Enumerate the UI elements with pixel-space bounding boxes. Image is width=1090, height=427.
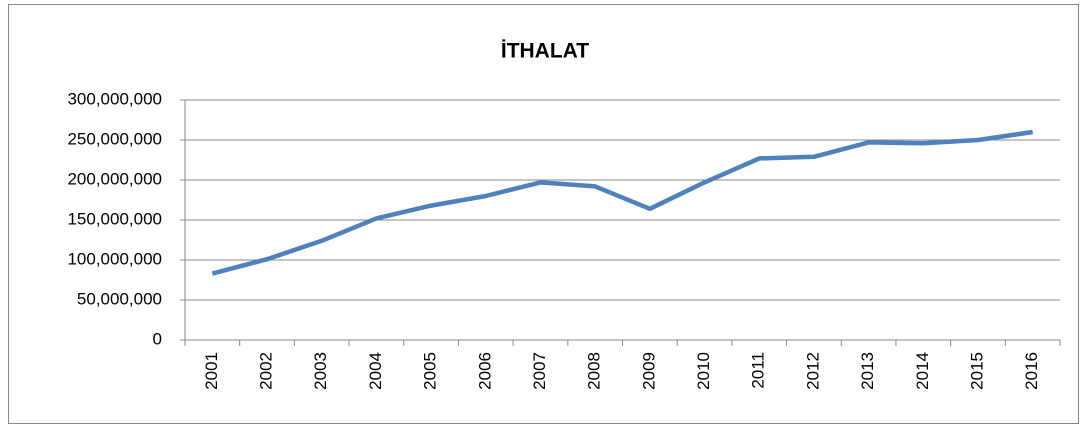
- x-tick-label: 2012: [803, 352, 822, 390]
- x-tick-label: 2013: [858, 352, 877, 390]
- x-tick-label: 2009: [639, 352, 658, 390]
- y-tick-label: 150,000,000: [67, 209, 162, 228]
- y-tick-label: 50,000,000: [77, 289, 162, 308]
- chart-frame: [8, 4, 1079, 424]
- x-tick-label: 2003: [311, 352, 330, 390]
- y-tick-label: 250,000,000: [67, 129, 162, 148]
- data-line: [211, 129, 1033, 276]
- x-tick-label: 2001: [202, 352, 221, 390]
- y-tick-label: 100,000,000: [67, 249, 162, 268]
- x-tick-label: 2007: [530, 352, 549, 390]
- x-tick-label: 2004: [366, 352, 385, 390]
- x-tick-label: 2014: [913, 352, 932, 390]
- x-tick-label: 2010: [694, 352, 713, 390]
- x-tick-label: 2006: [475, 352, 494, 390]
- x-tick-label: 2002: [257, 352, 276, 390]
- chart-title: İTHALAT: [501, 40, 589, 63]
- x-tick-label: 2015: [967, 352, 986, 390]
- x-tick-label: 2008: [585, 352, 604, 390]
- y-tick-label: 200,000,000: [67, 169, 162, 188]
- x-tick-label: 2011: [749, 352, 768, 389]
- y-tick-label: 300,000,000: [67, 89, 162, 108]
- y-tick-label: 0: [153, 329, 162, 348]
- x-tick-label: 2016: [1022, 352, 1041, 390]
- x-tick-label: 2005: [421, 352, 440, 390]
